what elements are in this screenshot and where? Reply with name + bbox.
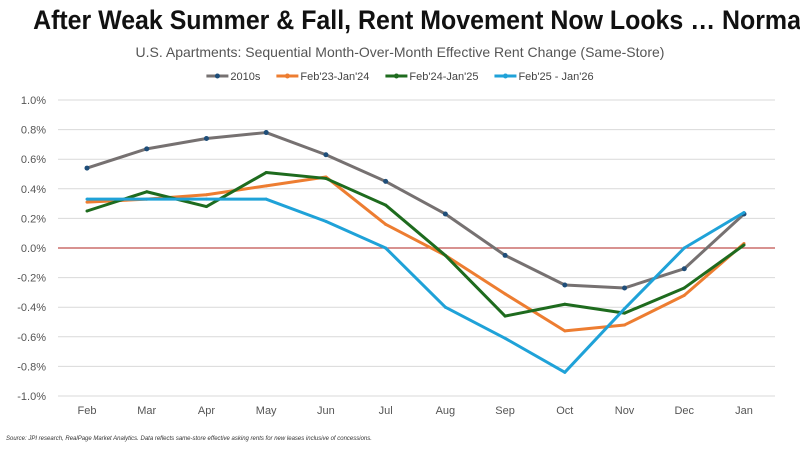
- data-point: [384, 246, 388, 250]
- data-point: [203, 135, 209, 141]
- data-point: [442, 211, 448, 217]
- data-point: [264, 171, 268, 175]
- chart-subtitle: U.S. Apartments: Sequential Month-Over-M…: [135, 44, 665, 60]
- data-point: [384, 203, 388, 207]
- legend-label: 2010s: [230, 71, 260, 83]
- y-tick-label: -1.0%: [17, 391, 46, 403]
- y-tick-label: -0.6%: [17, 332, 46, 344]
- legend-marker: [284, 73, 290, 79]
- data-point: [323, 152, 329, 158]
- data-point: [563, 370, 567, 374]
- data-point: [443, 305, 447, 309]
- data-point: [145, 197, 149, 201]
- data-point: [682, 293, 686, 297]
- y-tick-label: -0.2%: [17, 273, 46, 285]
- data-point: [324, 219, 328, 223]
- data-point: [623, 323, 627, 327]
- data-point: [562, 282, 568, 288]
- series-line-3: [87, 197, 745, 374]
- legend-label: Feb'25 - Jan'26: [518, 71, 593, 83]
- legend-label: Feb'23-Jan'24: [300, 71, 369, 83]
- data-point: [324, 176, 328, 180]
- x-tick-label: Aug: [436, 405, 456, 417]
- x-tick-label: Jan: [735, 405, 753, 417]
- x-tick-label: Feb: [78, 405, 97, 417]
- y-tick-label: -0.4%: [17, 302, 46, 314]
- data-point: [742, 243, 746, 247]
- x-tick-label: Oct: [556, 405, 573, 417]
- x-tick-label: Apr: [198, 405, 215, 417]
- data-point: [623, 311, 627, 315]
- data-point: [204, 193, 208, 197]
- y-tick-label: 1.0%: [21, 95, 46, 107]
- y-tick-label: -0.8%: [17, 361, 46, 373]
- data-point: [682, 246, 686, 250]
- legend-marker: [393, 73, 399, 79]
- data-point: [264, 184, 268, 188]
- x-tick-label: May: [256, 405, 277, 417]
- chart-title: After Weak Summer & Fall, Rent Movement …: [33, 5, 800, 35]
- data-point: [383, 178, 389, 184]
- y-tick-label: 0.0%: [21, 243, 46, 255]
- x-tick-label: Jul: [379, 405, 393, 417]
- data-point: [85, 197, 89, 201]
- source-note: Source: JPI research, RealPage Market An…: [6, 436, 372, 442]
- data-point: [503, 336, 507, 340]
- data-point: [563, 329, 567, 333]
- x-tick-label: Dec: [674, 405, 694, 417]
- data-point: [503, 292, 507, 296]
- y-tick-label: 0.2%: [21, 213, 46, 225]
- legend-marker: [502, 73, 508, 79]
- data-point: [384, 222, 388, 226]
- y-tick-label: 0.8%: [21, 125, 46, 137]
- series-line-1: [86, 175, 745, 333]
- y-tick-label: 0.6%: [21, 154, 46, 166]
- legend-marker: [214, 73, 220, 79]
- data-point: [84, 165, 90, 171]
- data-point: [742, 210, 746, 214]
- data-point: [503, 314, 507, 318]
- data-point: [263, 130, 269, 136]
- y-tick-label: 0.4%: [21, 184, 46, 196]
- data-point: [85, 200, 89, 204]
- data-point: [85, 209, 89, 213]
- data-point: [144, 146, 150, 152]
- x-tick-label: Nov: [615, 405, 635, 417]
- data-point: [443, 253, 447, 257]
- data-point: [145, 190, 149, 194]
- data-point: [264, 197, 268, 201]
- x-tick-label: Sep: [495, 405, 515, 417]
- data-point: [622, 285, 628, 291]
- x-tick-label: Mar: [137, 405, 156, 417]
- data-point: [623, 307, 627, 311]
- x-tick-label: Jun: [317, 405, 335, 417]
- data-point: [682, 286, 686, 290]
- series-line-0: [86, 131, 746, 290]
- data-point: [681, 266, 687, 272]
- series-line-2: [86, 171, 745, 318]
- data-point: [502, 252, 508, 258]
- legend-label: Feb'24-Jan'25: [409, 71, 478, 83]
- data-point: [204, 197, 208, 201]
- data-point: [563, 302, 567, 306]
- data-point: [204, 205, 208, 209]
